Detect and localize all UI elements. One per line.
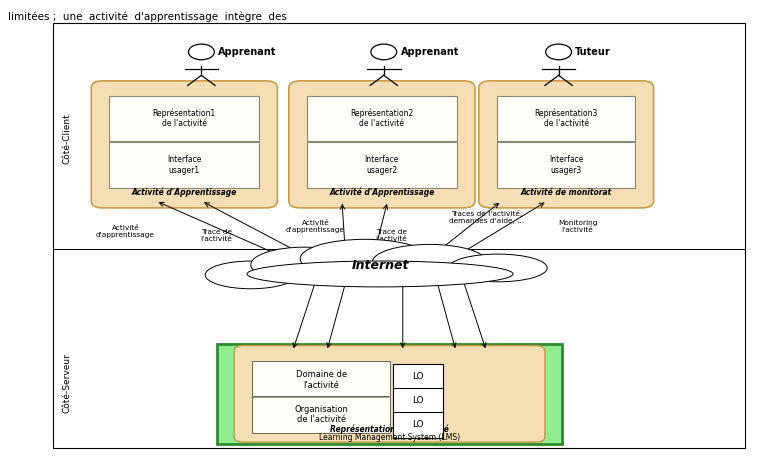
FancyBboxPatch shape [252,396,390,433]
FancyBboxPatch shape [91,81,277,208]
FancyBboxPatch shape [53,23,745,448]
Ellipse shape [372,244,486,280]
Text: Côté-Client: Côté-Client [62,113,71,164]
Ellipse shape [205,261,296,289]
Ellipse shape [247,261,513,287]
Text: Représentation2
de l'activité: Représentation2 de l'activité [350,109,413,128]
Text: Apprenant: Apprenant [218,47,277,57]
FancyBboxPatch shape [497,96,635,141]
FancyBboxPatch shape [393,412,443,438]
Text: Activité d'Apprentissage: Activité d'Apprentissage [329,188,435,197]
Text: Traces de l'activité,
demandes d'aide, ...: Traces de l'activité, demandes d'aide, .… [448,210,524,224]
Text: Trace de
l'activité: Trace de l'activité [375,229,407,242]
Ellipse shape [448,254,547,282]
Text: Tuteur: Tuteur [575,47,611,57]
Text: Côté-Serveur: Côté-Serveur [62,353,71,413]
FancyBboxPatch shape [307,96,457,141]
Text: Trace de
l'activité: Trace de l'activité [201,229,233,242]
Ellipse shape [251,247,357,282]
FancyBboxPatch shape [217,344,562,444]
FancyBboxPatch shape [109,96,259,141]
Text: Domaine de
l'activité: Domaine de l'activité [296,371,347,389]
Text: Activité
d'apprentissage: Activité d'apprentissage [286,220,345,233]
Text: Interface
usager2: Interface usager2 [365,155,399,175]
Text: Activité de monitorat: Activité de monitorat [521,188,612,197]
Ellipse shape [300,239,429,278]
Text: Internet: Internet [351,259,409,272]
FancyBboxPatch shape [307,142,457,188]
Text: LO: LO [412,420,424,429]
Text: Learning Management System (LMS): Learning Management System (LMS) [319,433,460,442]
FancyBboxPatch shape [252,361,390,399]
Text: Représentation3
de l'activité: Représentation3 de l'activité [534,109,598,128]
FancyBboxPatch shape [234,346,545,442]
Text: Apprenant: Apprenant [401,47,459,57]
FancyBboxPatch shape [109,142,259,188]
Text: Interface
usager3: Interface usager3 [549,155,584,175]
Text: Monitoring
l'activité: Monitoring l'activité [558,220,597,233]
FancyBboxPatch shape [393,364,443,389]
Text: Représentation de l'activité: Représentation de l'activité [330,424,449,434]
FancyBboxPatch shape [393,388,443,413]
FancyBboxPatch shape [479,81,654,208]
Text: Représentation1
de l'activité: Représentation1 de l'activité [153,109,216,128]
Text: LO: LO [412,396,424,405]
Text: Organisation
de l'activité: Organisation de l'activité [294,405,348,424]
Text: limitées ;  une  activité  d'apprentissage  intègre  des: limitées ; une activité d'apprentissage … [8,12,287,22]
Text: Interface
usager1: Interface usager1 [167,155,201,175]
FancyBboxPatch shape [289,81,475,208]
Text: Activité
d'apprentissage: Activité d'apprentissage [96,225,155,237]
Text: Activité d'Apprentissage: Activité d'Apprentissage [131,188,237,197]
FancyBboxPatch shape [497,142,635,188]
Text: LO: LO [412,372,424,381]
